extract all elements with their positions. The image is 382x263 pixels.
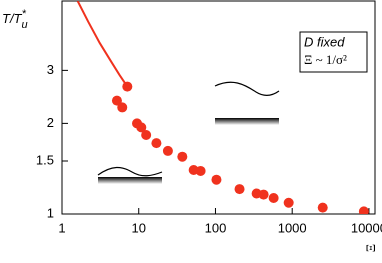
annotation: D fixed bbox=[304, 34, 345, 49]
point bbox=[162, 145, 173, 156]
y-tick-label: 3 bbox=[47, 62, 54, 77]
point bbox=[136, 122, 147, 133]
inset-sketch bbox=[214, 81, 280, 125]
point bbox=[111, 95, 122, 106]
inset-sketch bbox=[97, 166, 163, 184]
x-tick-label: 100 bbox=[205, 220, 227, 235]
point bbox=[177, 151, 188, 162]
x-tick-label: 1000 bbox=[278, 220, 307, 235]
y-axis-label: T/Tu* bbox=[2, 8, 28, 31]
annotation: Ξ ~ 1/σ² bbox=[304, 52, 347, 67]
y-tick-label: 1 bbox=[47, 205, 54, 220]
point bbox=[211, 174, 222, 185]
curve bbox=[76, 1, 129, 88]
point bbox=[151, 138, 162, 149]
x-tick-label: 10000 bbox=[351, 220, 382, 235]
x-axis-label: Ξ bbox=[363, 244, 378, 252]
y-tick-label: 1.5 bbox=[36, 152, 54, 167]
point bbox=[141, 129, 152, 140]
y-label-sub: u bbox=[22, 19, 28, 31]
point bbox=[117, 102, 128, 113]
plot-area bbox=[76, 1, 369, 214]
legend-box bbox=[299, 31, 368, 73]
point bbox=[268, 193, 279, 204]
plot-frame bbox=[61, 0, 376, 215]
point bbox=[195, 165, 206, 176]
point bbox=[258, 189, 269, 200]
point bbox=[234, 184, 245, 195]
point bbox=[283, 197, 294, 208]
x-tick-label: 1 bbox=[58, 220, 65, 235]
point bbox=[358, 206, 369, 214]
y-label-main: T/T bbox=[2, 11, 23, 26]
x-tick-label: 10 bbox=[131, 220, 145, 235]
y-tick-label: 2 bbox=[47, 115, 54, 130]
y-label-sup: * bbox=[22, 8, 27, 20]
point bbox=[317, 202, 328, 213]
